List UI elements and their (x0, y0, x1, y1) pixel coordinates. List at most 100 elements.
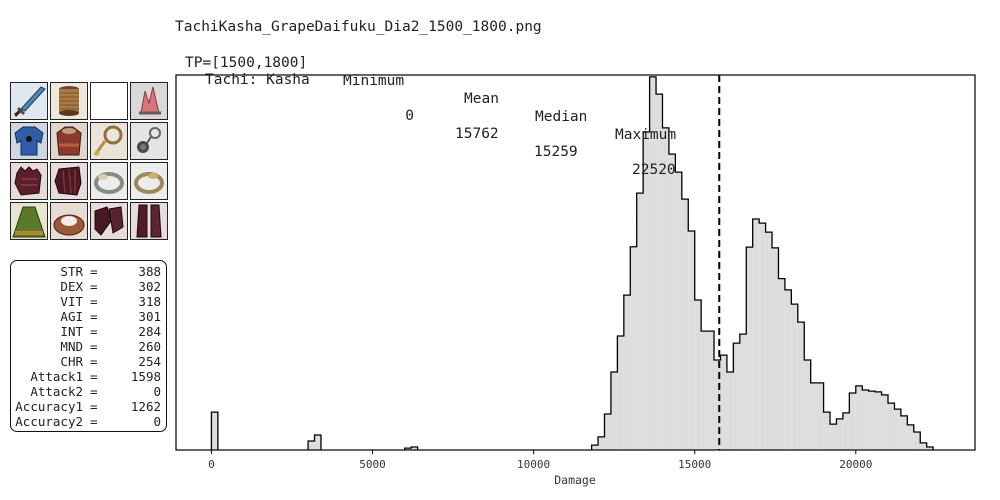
histogram-bar (411, 447, 418, 450)
histogram-bar (714, 360, 721, 450)
empty-slot-icon (91, 83, 127, 119)
histogram-bar (649, 76, 657, 451)
gear-slot-ring-left[interactable] (90, 162, 128, 200)
histogram-bar (842, 412, 850, 451)
stat-label: Attack2 (30, 384, 83, 399)
ammo-spool-icon (51, 83, 87, 119)
legs-armor-icon (91, 203, 127, 239)
histogram-bar (772, 247, 779, 451)
stat-label: Accuracy1 (15, 399, 83, 414)
histogram-bar (913, 432, 921, 450)
histogram-bar (868, 391, 876, 451)
x-axis-ticks: 0 5000 10000 15000 20000 (208, 450, 872, 471)
histogram-bar (643, 132, 650, 450)
histogram-bar (623, 295, 631, 451)
stat-value: 284 (138, 324, 161, 339)
chart-filename: TachiKasha_GrapeDaifuku_Dia2_1500_1800.p… (175, 19, 542, 35)
stat-row-mnd: MND = 260 (11, 339, 161, 354)
earring-icon (131, 123, 167, 159)
stat-row-attack1: Attack1 = 1598 (11, 369, 161, 384)
histogram-bar (765, 232, 773, 450)
histogram-bar (849, 393, 856, 450)
histogram-bar (888, 403, 895, 451)
tp-range-label: TP=[1500,1800] (185, 55, 308, 71)
histogram-bar (791, 304, 798, 451)
stat-label: DEX (60, 279, 83, 294)
histogram-bar (907, 424, 914, 451)
gear-slot-back[interactable] (10, 202, 48, 240)
gear-slot-head[interactable] (130, 82, 168, 120)
max-column-header: Maximum (615, 127, 677, 143)
stat-row-vit: VIT = 318 (11, 294, 161, 309)
histogram-bar (920, 442, 927, 451)
histogram-bar (630, 246, 637, 450)
histogram-bar (604, 414, 611, 450)
x-tick-label: 0 (208, 458, 215, 471)
body-armor-icon (11, 123, 47, 159)
gloves-icon (51, 163, 87, 199)
histogram-outline (210, 76, 934, 450)
gear-slot-ammo[interactable] (50, 82, 88, 120)
stat-value: 1598 (130, 369, 161, 384)
stat-row-chr: CHR = 254 (11, 354, 161, 369)
stat-equals: = (90, 264, 98, 279)
histogram-bar (314, 435, 321, 450)
plot-area (176, 75, 975, 450)
stat-label: INT (60, 324, 83, 339)
stat-value: 388 (138, 264, 161, 279)
gear-slot-ring1-gloves[interactable] (10, 162, 48, 200)
min-column-header: Minimum (343, 73, 405, 89)
ring-icon (131, 163, 167, 199)
median-value: 15259 (534, 144, 578, 160)
stat-label: MND (60, 339, 83, 354)
histogram-bar (591, 445, 599, 451)
gear-slot-waist[interactable] (50, 202, 88, 240)
mean-column-header: Mean (464, 91, 499, 107)
stat-label: AGI (60, 309, 83, 324)
weaponskill-label: Tachi: Kasha (205, 72, 310, 88)
histogram-bar (707, 331, 715, 451)
x-tick-label: 15000 (678, 458, 711, 471)
histogram-bar (855, 385, 863, 451)
gear-slot-ring2-gloves[interactable] (50, 162, 88, 200)
histogram-bar (830, 424, 837, 451)
histogram-bar (823, 412, 831, 451)
stat-value: 0 (153, 384, 161, 399)
gear-slot-hands[interactable] (50, 122, 88, 160)
stat-value: 0 (153, 414, 161, 429)
gear-slot-empty[interactable] (90, 82, 128, 120)
histogram-bar (656, 94, 663, 451)
gear-slot-ring-right[interactable] (130, 162, 168, 200)
gear-slot-neck[interactable] (90, 122, 128, 160)
gear-slot-legs[interactable] (90, 202, 128, 240)
gear-slot-earring[interactable] (130, 122, 168, 160)
histogram-bar (733, 343, 740, 451)
stat-value: 254 (138, 354, 161, 369)
stat-row-agi: AGI = 301 (11, 309, 161, 324)
stat-row-int: INT = 284 (11, 324, 161, 339)
histogram-bar (804, 360, 811, 450)
stat-value: 1262 (130, 399, 161, 414)
stat-equals: = (90, 324, 98, 339)
neck-gorget-icon (91, 123, 127, 159)
stat-row-accuracy1: Accuracy1 = 1262 (11, 399, 161, 414)
stat-equals: = (90, 294, 98, 309)
histogram-bar (881, 394, 889, 451)
histogram-bar (668, 154, 676, 451)
histogram-bar (810, 382, 818, 451)
stat-equals: = (90, 354, 98, 369)
histogram-bar (862, 390, 869, 450)
gear-slot-body[interactable] (10, 122, 48, 160)
hands-armor-icon (51, 123, 87, 159)
histogram-bar (726, 372, 734, 450)
histogram-bar (662, 127, 669, 451)
histogram-bar (836, 418, 843, 451)
histogram-bar (759, 223, 766, 451)
gear-slot-main[interactable] (10, 82, 48, 120)
stat-row-attack2: Attack2 = 0 (11, 384, 161, 399)
stat-row-dex: DEX = 302 (11, 279, 161, 294)
gear-slot-feet[interactable] (130, 202, 168, 240)
max-value: 22520 (632, 162, 676, 178)
histogram-bar (784, 289, 792, 451)
x-tick-label: 10000 (517, 458, 550, 471)
